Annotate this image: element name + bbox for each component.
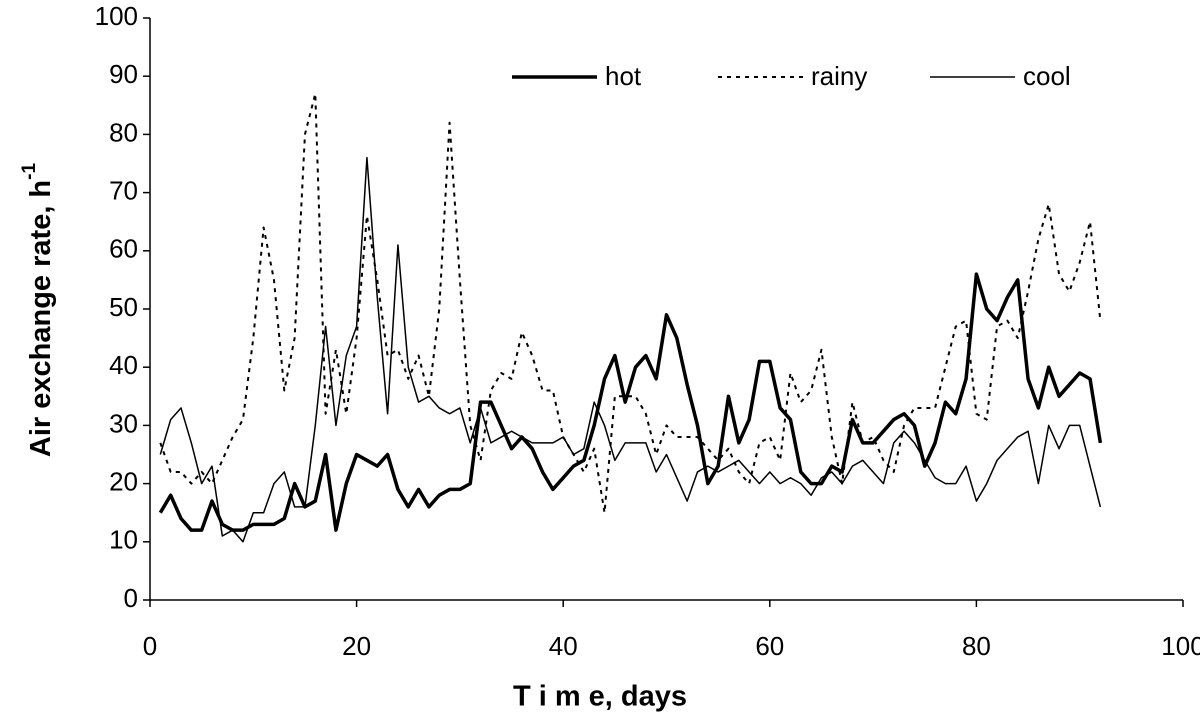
series-line [158,272,1103,532]
y-axis-label-main: Air exchange rate, h [25,180,57,457]
y-tick-label: 40 [109,350,138,380]
y-tick-label: 20 [109,466,138,496]
x-axis-label: T i m e, days [513,681,687,713]
y-axis-label-sup: -1 [19,163,40,180]
y-tick-label: 50 [109,292,138,322]
x-tick-label: 60 [755,631,784,661]
y-tick-label: 100 [95,1,138,31]
x-tick-label: 40 [549,631,578,661]
y-tick-label: 30 [109,408,138,438]
x-tick-label: 80 [962,631,991,661]
y-tick-label: 0 [124,583,138,613]
series-line [159,92,1102,514]
x-tick-label: 0 [143,631,157,661]
legend-label: rainy [811,61,867,91]
legend-label: cool [1023,61,1071,91]
y-tick-label: 60 [109,234,138,264]
x-tick-label: 100 [1161,631,1200,661]
y-tick-label: 80 [109,117,138,147]
y-tick-label: 90 [109,59,138,89]
x-tick-label: 20 [342,631,371,661]
y-tick-label: 70 [109,175,138,205]
legend-label: hot [605,61,642,91]
series-line [159,156,1102,543]
y-tick-label: 10 [109,525,138,555]
y-axis-label: Air exchange rate, h-1 [19,163,57,458]
